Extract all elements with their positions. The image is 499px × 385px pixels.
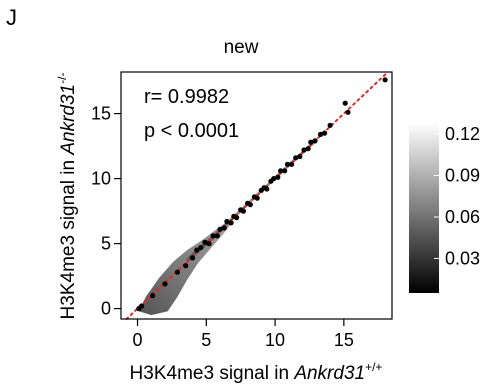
x-axis-title-gene: Ankrd31 <box>293 363 365 384</box>
data-point-24 <box>254 195 260 201</box>
data-point-29 <box>271 176 277 182</box>
colorbar-tick-label-2: 0.09 <box>445 166 480 186</box>
data-point-40 <box>312 138 318 144</box>
data-point-31 <box>278 168 284 174</box>
y-tick-label-2: 10 <box>91 169 111 189</box>
data-point-44 <box>342 100 348 106</box>
data-point-9 <box>202 239 208 245</box>
data-point-41 <box>317 131 324 137</box>
y-tick-label-3: 15 <box>91 104 111 124</box>
data-point-33 <box>284 161 291 167</box>
y-axis-title-prefix: H3K4me3 signal in <box>58 155 79 320</box>
correlation-annotation: r= 0.9982 <box>144 86 229 108</box>
colorbar-tick-label-3: 0.12 <box>445 124 480 144</box>
y-axis-title-gene: Ankrd31 <box>58 84 79 156</box>
data-point-16 <box>228 220 234 226</box>
data-point-1 <box>139 303 145 309</box>
data-point-10 <box>206 241 212 247</box>
colorbar-tick-label-0: 0.03 <box>445 248 480 268</box>
data-point-4 <box>174 269 180 275</box>
data-point-18 <box>234 215 240 221</box>
colorbar <box>409 123 439 293</box>
data-point-39 <box>308 139 314 145</box>
data-point-32 <box>282 168 288 174</box>
x-tick-label-2: 10 <box>265 330 285 350</box>
data-point-46 <box>382 77 388 83</box>
data-point-13 <box>217 226 223 232</box>
y-axis-title: H3K4me3 signal in Ankrd31-/- <box>55 73 79 320</box>
x-axis-title: H3K4me3 signal in Ankrd31+/+ <box>130 360 383 384</box>
x-tick-label-1: 5 <box>201 330 211 350</box>
data-point-34 <box>289 161 295 167</box>
y-tick-label-0: 0 <box>101 299 111 319</box>
data-point-12 <box>214 233 220 239</box>
data-point-38 <box>305 146 311 152</box>
identity-reference-line <box>125 71 389 320</box>
y-axis: 0 5 10 15 <box>91 104 121 319</box>
data-point-27 <box>264 186 270 192</box>
data-point-7 <box>194 247 200 253</box>
data-point-43 <box>327 122 333 128</box>
data-point-36 <box>297 153 303 160</box>
data-point-15 <box>224 218 230 225</box>
x-axis-title-prefix: H3K4me3 signal in <box>130 363 295 384</box>
data-point-30 <box>275 174 281 180</box>
data-point-35 <box>293 155 299 161</box>
chart-title: new <box>223 37 259 58</box>
data-point-37 <box>301 147 307 153</box>
y-axis-title-superscript: -/- <box>55 73 69 84</box>
data-point-20 <box>240 208 246 214</box>
plot-frame <box>120 71 393 320</box>
data-point-5 <box>183 263 189 269</box>
colorbar-tick-label-1: 0.06 <box>445 207 480 227</box>
data-point-11 <box>210 233 216 239</box>
x-tick-label-0: 0 <box>132 330 142 350</box>
panel-letter: J <box>6 5 17 30</box>
x-axis: 0 5 10 15 <box>132 319 354 350</box>
data-point-14 <box>221 225 227 231</box>
data-point-42 <box>322 130 328 136</box>
x-axis-title-superscript: +/+ <box>365 360 382 374</box>
p-value-annotation: p < 0.0001 <box>144 120 239 142</box>
data-point-2 <box>150 293 156 299</box>
colorbar-ticks: 0.03 0.06 0.09 0.12 <box>434 124 480 268</box>
x-tick-label-3: 15 <box>334 330 354 350</box>
data-point-22 <box>247 202 253 208</box>
y-tick-label-1: 5 <box>101 234 111 254</box>
points-layer <box>136 77 388 312</box>
data-point-8 <box>198 244 204 251</box>
data-point-3 <box>162 281 168 287</box>
data-point-6 <box>189 255 196 261</box>
data-point-45 <box>345 109 351 115</box>
